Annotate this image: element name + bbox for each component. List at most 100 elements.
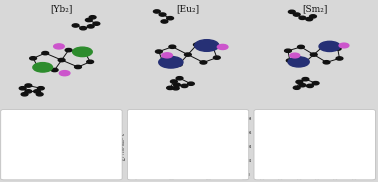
- Point: [184, 173, 191, 176]
- Circle shape: [35, 67, 42, 70]
- Point: [161, 173, 167, 176]
- Point: [135, 172, 141, 175]
- Circle shape: [159, 13, 166, 16]
- Circle shape: [181, 84, 188, 88]
- Point: [213, 124, 219, 127]
- Point: [170, 173, 176, 176]
- Point: [232, 173, 239, 176]
- Circle shape: [162, 53, 172, 58]
- Circle shape: [85, 18, 92, 22]
- Circle shape: [320, 44, 327, 48]
- Point: [161, 128, 167, 130]
- Point: [228, 124, 234, 127]
- Circle shape: [65, 48, 72, 52]
- Point: [165, 126, 171, 129]
- Circle shape: [175, 63, 182, 66]
- Circle shape: [293, 13, 300, 16]
- Point: [223, 173, 229, 176]
- Circle shape: [42, 52, 49, 55]
- Circle shape: [299, 84, 306, 87]
- Circle shape: [306, 17, 313, 21]
- Point: [208, 124, 214, 127]
- Point: [134, 172, 140, 175]
- Circle shape: [176, 77, 183, 80]
- Circle shape: [195, 40, 219, 51]
- Point: [146, 138, 152, 141]
- Point: [135, 163, 141, 166]
- Point: [213, 173, 219, 176]
- Circle shape: [302, 78, 309, 81]
- Circle shape: [172, 87, 179, 90]
- Point: [146, 172, 152, 175]
- Circle shape: [285, 49, 291, 52]
- Point: [223, 124, 229, 127]
- Circle shape: [59, 71, 70, 76]
- Circle shape: [80, 27, 87, 30]
- Circle shape: [153, 10, 160, 13]
- Circle shape: [72, 24, 79, 27]
- Circle shape: [187, 82, 194, 85]
- Circle shape: [334, 47, 341, 50]
- Circle shape: [339, 43, 349, 48]
- Text: $\chi_M$: $\chi_M$: [192, 163, 198, 170]
- Circle shape: [87, 60, 93, 64]
- Point: [133, 170, 139, 173]
- Point: [136, 172, 142, 175]
- Point: [199, 124, 205, 127]
- Circle shape: [30, 57, 37, 60]
- Circle shape: [209, 45, 216, 49]
- Point: [136, 160, 142, 163]
- Text: [Eu₂]: [Eu₂]: [177, 5, 200, 13]
- Circle shape: [169, 45, 176, 48]
- Circle shape: [36, 93, 43, 96]
- Point: [170, 125, 176, 128]
- Point: [156, 130, 162, 133]
- Point: [204, 173, 210, 176]
- Point: [137, 172, 143, 175]
- Circle shape: [89, 16, 96, 19]
- Y-axis label: $\chi_M T$ / cm$^3$ mol$^{-1}$ K: $\chi_M T$ / cm$^3$ mol$^{-1}$ K: [121, 132, 129, 161]
- Circle shape: [297, 45, 304, 49]
- Circle shape: [288, 10, 295, 13]
- Point: [141, 172, 147, 175]
- Point: [151, 173, 157, 175]
- Point: [175, 173, 181, 176]
- Point: [194, 173, 200, 176]
- Point: [199, 173, 205, 176]
- Point: [141, 145, 147, 148]
- Point: [151, 133, 157, 136]
- Point: [228, 173, 234, 176]
- Circle shape: [155, 50, 162, 53]
- Text: $\chi_MT$ (per Eu): $\chi_MT$ (per Eu): [192, 157, 211, 165]
- Circle shape: [194, 43, 200, 46]
- Circle shape: [174, 83, 180, 86]
- Circle shape: [25, 84, 32, 87]
- Text: [Sm₂]: [Sm₂]: [302, 5, 328, 13]
- Circle shape: [214, 56, 220, 59]
- Circle shape: [336, 57, 343, 60]
- Point: [156, 173, 162, 175]
- Circle shape: [288, 57, 309, 67]
- Circle shape: [323, 61, 330, 64]
- Circle shape: [310, 53, 317, 56]
- Text: Curie-Weiss fit: Curie-Weiss fit: [192, 168, 212, 172]
- Circle shape: [312, 82, 319, 85]
- Point: [237, 173, 243, 176]
- Point: [189, 124, 195, 127]
- Circle shape: [167, 17, 174, 20]
- Circle shape: [307, 84, 313, 88]
- Circle shape: [296, 80, 303, 84]
- Circle shape: [310, 15, 316, 18]
- Point: [133, 172, 139, 175]
- Point: [189, 173, 195, 176]
- Point: [204, 124, 210, 127]
- Point: [134, 166, 140, 169]
- Circle shape: [161, 20, 168, 23]
- Circle shape: [167, 86, 174, 90]
- Circle shape: [319, 41, 340, 52]
- Circle shape: [51, 68, 58, 72]
- Point: [242, 124, 248, 127]
- Circle shape: [34, 90, 40, 93]
- Text: [Yb₂]: [Yb₂]: [50, 5, 73, 13]
- Circle shape: [19, 87, 26, 90]
